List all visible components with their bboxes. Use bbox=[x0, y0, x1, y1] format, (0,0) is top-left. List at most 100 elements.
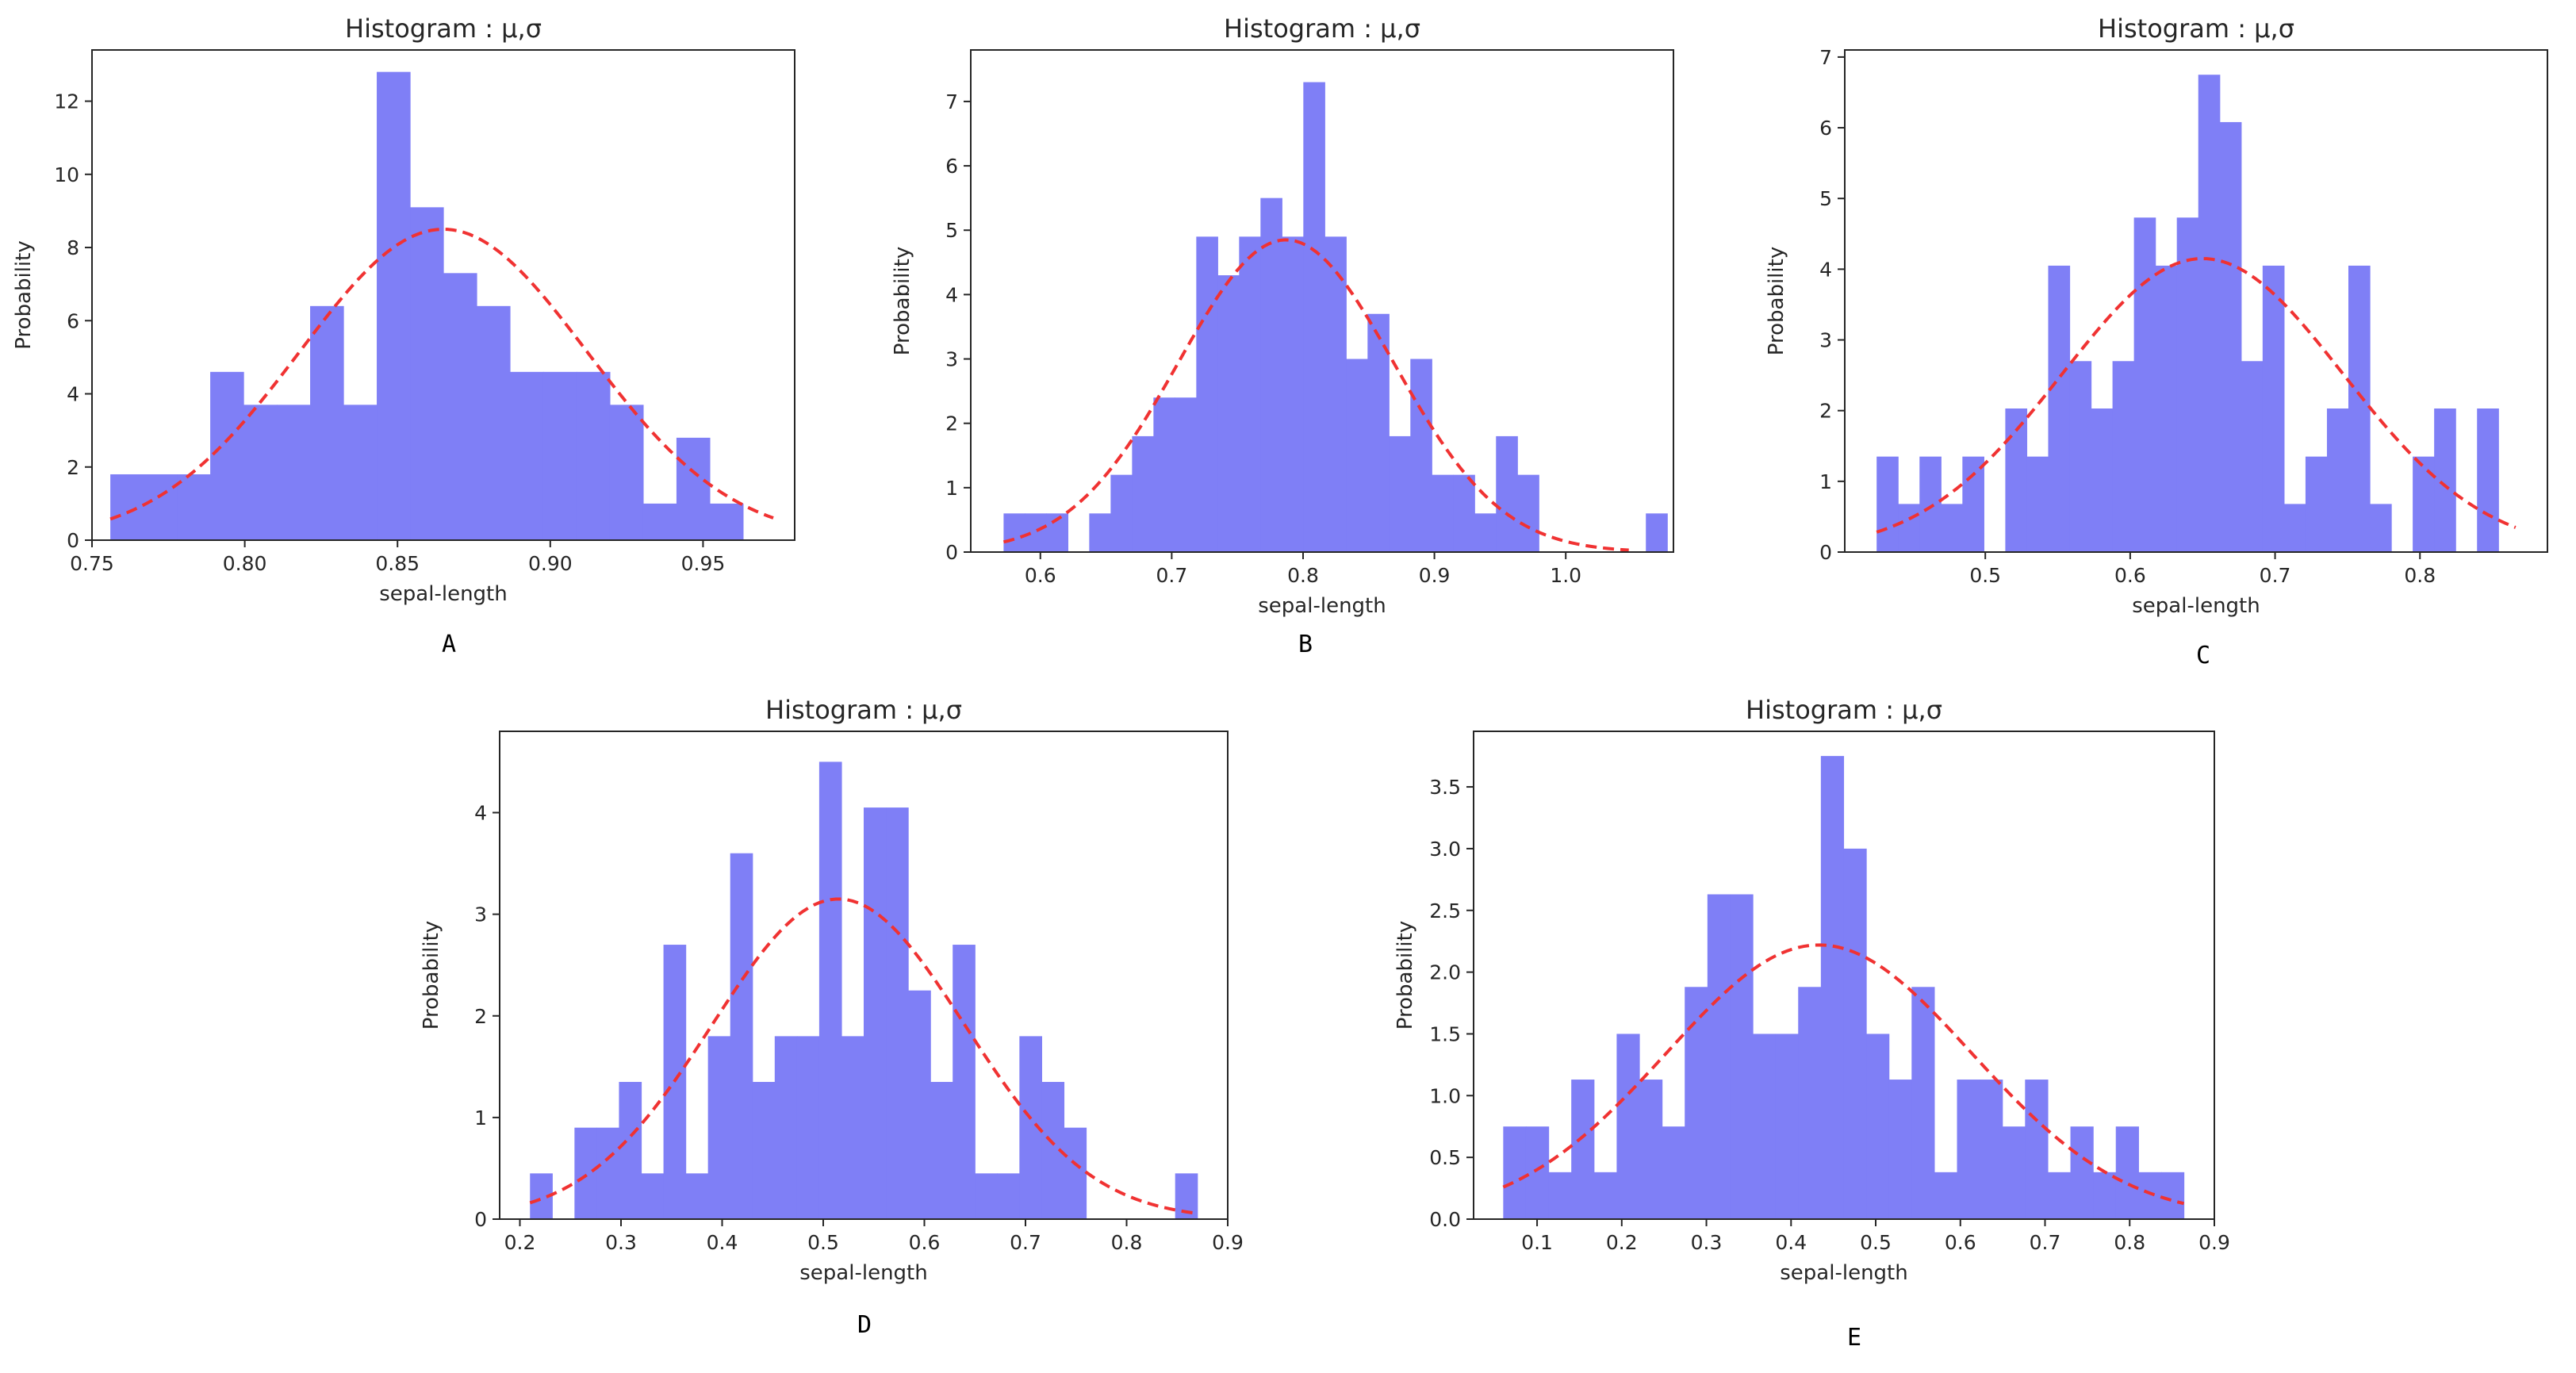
histogram-bar bbox=[177, 474, 211, 540]
histogram-bar bbox=[1474, 513, 1497, 552]
y-tick-label: 0 bbox=[1819, 541, 1832, 564]
histogram-bar bbox=[641, 1173, 665, 1219]
x-tick-label: 0.8 bbox=[2114, 1231, 2145, 1254]
histogram-bar bbox=[476, 305, 511, 540]
y-tick-label: 6 bbox=[945, 155, 958, 178]
y-tick-label: 4 bbox=[474, 802, 487, 825]
y-tick-label: 8 bbox=[67, 236, 79, 259]
histogram-bar bbox=[2241, 361, 2264, 552]
histogram-bar bbox=[2048, 265, 2071, 552]
x-tick-label: 0.2 bbox=[1606, 1231, 1638, 1254]
histogram-panel-e: 0.1 0.2 0.3 0.4 0.5 0.6 0.7 0.8 0.9 0.0 0.5 1.0 1.5 2… bbox=[1393, 695, 2230, 1352]
x-tick-label: 0.9 bbox=[2198, 1231, 2230, 1254]
histogram-bar bbox=[1196, 236, 1218, 552]
histogram-bar bbox=[1707, 894, 1731, 1219]
y-tick-label: 2 bbox=[1819, 400, 1832, 423]
x-tick-label: 0.4 bbox=[1775, 1231, 1807, 1254]
chart-title: Histogram : μ,σ bbox=[1746, 695, 1942, 725]
plot-frame bbox=[1844, 49, 2548, 553]
histogram-bar bbox=[2160, 1172, 2185, 1219]
y-tick-label: 2 bbox=[474, 1005, 487, 1028]
histogram-bar bbox=[2133, 217, 2156, 552]
histogram-bar bbox=[2026, 456, 2049, 552]
normal-fit-curve bbox=[1876, 257, 2517, 534]
histogram-bar bbox=[886, 807, 909, 1219]
histogram-bar bbox=[975, 1173, 998, 1219]
histogram-bar bbox=[709, 503, 744, 540]
histogram-bar bbox=[2005, 408, 2028, 552]
histogram-bar bbox=[1798, 987, 1822, 1219]
plot-frame bbox=[499, 731, 1229, 1220]
histogram-bar bbox=[707, 1036, 731, 1219]
histogram-bar bbox=[576, 371, 611, 540]
histogram-bar bbox=[1957, 1080, 1980, 1219]
y-tick-label: 2.0 bbox=[1429, 961, 1461, 984]
x-tick-label: 0.90 bbox=[528, 552, 573, 575]
histogram-bar bbox=[2025, 1080, 2049, 1219]
y-tick-label: 5 bbox=[945, 219, 958, 242]
chart-title: Histogram : μ,σ bbox=[1224, 13, 1420, 44]
histogram-bar bbox=[2305, 456, 2328, 552]
x-tick-label: 0.9 bbox=[1212, 1231, 1244, 1254]
y-tick-label: 1 bbox=[474, 1106, 487, 1129]
histogram-bar bbox=[310, 305, 344, 540]
y-tick-label: 1.0 bbox=[1429, 1084, 1461, 1107]
histogram-bar bbox=[2434, 408, 2456, 552]
histogram-bar bbox=[642, 503, 677, 540]
panel-letter: C bbox=[2196, 642, 2210, 669]
histogram-bar bbox=[1410, 359, 1432, 552]
histogram-bar bbox=[509, 371, 544, 540]
histogram-bar bbox=[2091, 408, 2114, 552]
histogram-bar bbox=[1432, 474, 1454, 552]
plot-frame bbox=[91, 49, 795, 541]
histogram-bar bbox=[596, 1127, 620, 1219]
histogram-bar bbox=[1730, 894, 1754, 1219]
histogram-bar bbox=[774, 1036, 798, 1219]
y-tick-label: 3 bbox=[474, 903, 487, 926]
histogram-bar bbox=[1898, 504, 1920, 552]
x-tick-label: 0.6 bbox=[909, 1231, 941, 1254]
y-tick-label: 0.0 bbox=[1429, 1208, 1461, 1231]
histogram-bar bbox=[1260, 198, 1282, 552]
histogram-bar bbox=[1616, 1034, 1640, 1219]
histogram-bar bbox=[1517, 474, 1539, 552]
histogram-bar bbox=[1911, 987, 1935, 1219]
histogram-bar bbox=[2198, 75, 2221, 552]
y-tick-label: 0.5 bbox=[1429, 1146, 1461, 1169]
histogram-bar bbox=[1525, 1126, 1550, 1219]
y-tick-label: 5 bbox=[1819, 187, 1832, 210]
x-tick-label: 0.5 bbox=[1860, 1231, 1892, 1254]
histogram-bar bbox=[2477, 408, 2499, 552]
x-tick-label: 0.6 bbox=[1025, 564, 1056, 587]
histogram-bar bbox=[1919, 456, 1942, 552]
y-axis-label: Probability bbox=[891, 247, 914, 355]
x-axis-label: sepal-length bbox=[1780, 1261, 1907, 1285]
histogram-bar bbox=[2069, 361, 2092, 552]
x-tick-label: 0.4 bbox=[707, 1231, 738, 1254]
y-tick-label: 0 bbox=[945, 541, 958, 564]
histogram-bar bbox=[1217, 275, 1240, 552]
histogram-bar bbox=[1639, 1080, 1663, 1219]
x-tick-label: 0.80 bbox=[223, 552, 267, 575]
x-tick-label: 0.8 bbox=[1111, 1231, 1143, 1254]
histogram-bar bbox=[2138, 1172, 2162, 1219]
x-tick-label: 0.1 bbox=[1521, 1231, 1553, 1254]
y-tick-label: 2.5 bbox=[1429, 899, 1461, 922]
histogram-bar bbox=[2002, 1126, 2026, 1219]
histogram-bar bbox=[2070, 1126, 2094, 1219]
y-tick-label: 1.5 bbox=[1429, 1022, 1461, 1045]
y-axis-label: Probability bbox=[420, 921, 443, 1030]
histogram-bar bbox=[2176, 217, 2199, 552]
histogram-bar bbox=[1064, 1127, 1087, 1219]
x-axis-label: sepal-length bbox=[379, 582, 507, 606]
x-tick-label: 0.5 bbox=[807, 1231, 839, 1254]
x-tick-label: 0.75 bbox=[70, 552, 114, 575]
x-tick-label: 0.6 bbox=[2114, 564, 2146, 587]
histogram-bar bbox=[1346, 359, 1368, 552]
histogram-bar bbox=[930, 1082, 953, 1219]
y-tick-label: 6 bbox=[67, 309, 79, 332]
y-tick-label: 2 bbox=[945, 412, 958, 435]
y-axis-label: Probability bbox=[1393, 921, 1417, 1030]
histogram-bar bbox=[2093, 1172, 2117, 1219]
histogram-bar bbox=[1662, 1126, 1685, 1219]
